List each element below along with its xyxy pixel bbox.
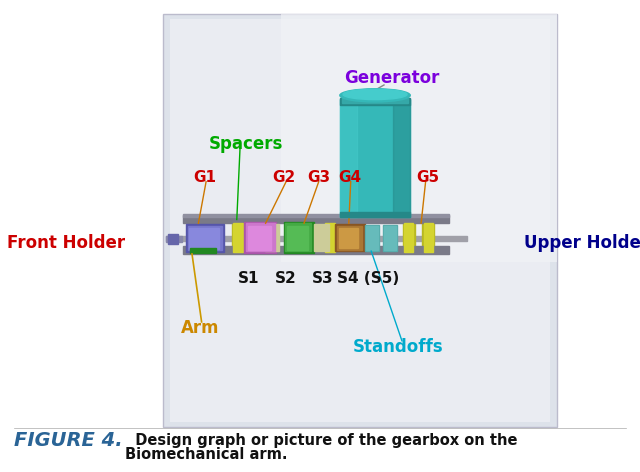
Bar xyxy=(166,236,467,241)
Bar xyxy=(183,215,449,223)
Text: Upper Holder: Upper Holder xyxy=(524,234,640,252)
Bar xyxy=(233,223,243,252)
Bar xyxy=(285,223,311,251)
Text: Front Holder: Front Holder xyxy=(7,234,125,252)
Text: Biomechanical arm.: Biomechanical arm. xyxy=(125,447,287,462)
Text: Generator: Generator xyxy=(344,69,440,87)
Bar xyxy=(284,222,314,253)
Bar xyxy=(325,223,335,252)
Text: Spacers: Spacers xyxy=(209,135,284,153)
Ellipse shape xyxy=(340,89,410,102)
Text: Arm: Arm xyxy=(181,319,220,337)
Bar xyxy=(366,226,378,250)
Text: G3: G3 xyxy=(307,169,330,185)
Bar xyxy=(232,222,244,253)
Bar xyxy=(248,226,271,250)
Ellipse shape xyxy=(343,89,407,100)
Bar xyxy=(183,246,449,254)
Bar xyxy=(337,226,362,250)
Bar xyxy=(186,224,224,252)
Bar xyxy=(324,222,337,253)
Bar xyxy=(393,99,410,217)
Bar xyxy=(340,212,410,217)
Bar xyxy=(168,234,178,244)
Bar xyxy=(340,99,357,217)
Bar xyxy=(335,224,365,251)
Bar xyxy=(340,98,410,105)
Bar xyxy=(183,214,449,217)
Text: S2: S2 xyxy=(275,271,297,286)
Bar xyxy=(287,226,308,250)
Text: FIGURE 4.: FIGURE 4. xyxy=(14,431,123,450)
Text: G5: G5 xyxy=(416,169,439,185)
Bar xyxy=(422,222,434,253)
Bar xyxy=(244,222,276,253)
Bar xyxy=(314,224,329,251)
Text: G1: G1 xyxy=(193,169,216,185)
Text: G2: G2 xyxy=(273,169,296,185)
Text: Standoffs: Standoffs xyxy=(353,338,444,356)
Text: S4 (S5): S4 (S5) xyxy=(337,271,399,286)
Bar xyxy=(246,223,275,251)
Bar xyxy=(365,225,379,251)
Bar xyxy=(282,14,557,262)
Bar xyxy=(340,99,410,217)
Bar xyxy=(403,222,415,253)
Bar xyxy=(166,236,182,242)
Bar xyxy=(342,98,408,103)
Text: G4: G4 xyxy=(338,169,361,185)
Bar xyxy=(163,14,557,427)
Bar xyxy=(339,228,358,248)
Bar xyxy=(188,226,222,250)
Bar xyxy=(424,223,433,252)
Bar xyxy=(189,228,219,249)
Bar xyxy=(404,223,413,252)
Bar xyxy=(265,224,279,251)
Text: S3: S3 xyxy=(312,271,333,286)
Text: S1: S1 xyxy=(237,271,259,286)
Bar xyxy=(384,226,396,250)
Bar xyxy=(190,248,216,253)
Bar xyxy=(383,225,397,251)
Text: Design graph or picture of the gearbox on the: Design graph or picture of the gearbox o… xyxy=(125,433,517,448)
Bar xyxy=(170,19,550,422)
